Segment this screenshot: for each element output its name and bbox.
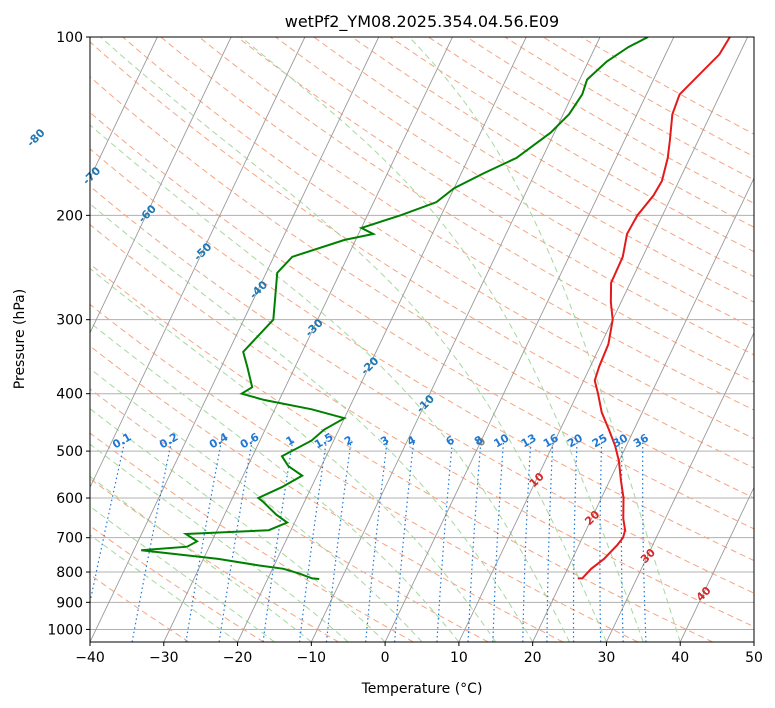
isotherm-line [90,37,380,642]
moist-adiabat-line [90,267,497,642]
dry-adiabat-line [90,525,265,642]
mixing-ratio-line [642,440,647,642]
x-axis: −40 −30 −20 −10 0 10 20 30 40 50 [75,642,763,666]
moist-adiabat-line [90,124,571,642]
isotherm-line [679,486,754,642]
mixing-ratio-line [599,440,603,642]
moist-adiabat-line [90,534,238,642]
moist-adiabat-line [90,443,349,642]
mixing-ratio-line [467,440,482,642]
mixing-ratio-line [620,440,624,642]
mixing-ratio-line [436,440,454,642]
x-tick-label: −40 [75,650,105,666]
dry-adiabat-line [198,37,754,383]
isotherm-line [458,37,748,642]
y-tick-label: 200 [56,208,83,224]
mixing-ratio-line [572,440,578,642]
x-axis-label: Temperature (°C) [361,681,483,697]
y-tick-label: 1000 [47,622,83,638]
dry-adiabat-line [160,37,754,411]
x-tick-label: −10 [297,650,327,666]
y-tick-label: 100 [56,30,83,46]
dry-adiabat-line [90,185,754,594]
x-tick-label: 20 [524,650,542,666]
dry-adiabat-line [466,37,754,204]
dry-adiabat-line [90,345,564,642]
mixing-ratio-line [298,440,327,642]
y-axis-label: Pressure (hPa) [12,289,28,389]
x-tick-label: −20 [223,650,253,666]
series-lines [141,37,731,581]
y-tick-label: 600 [56,491,83,507]
dry-adiabat-line [122,37,754,440]
isotherm-line [90,37,158,180]
isotherm-line [90,37,306,489]
moist-adiabat-line [90,408,386,642]
moist-adiabat-line [100,37,607,642]
chart-title: wetPf2_YM08.2025.354.04.56.E09 [285,12,559,32]
x-tick-label: 10 [450,650,468,666]
mixing-ratio-line [546,440,554,642]
moist-adiabats [90,37,681,642]
x-tick-label: 0 [381,650,390,666]
mixing-ratio-line [262,440,294,642]
mixing-ratio-line [492,440,505,642]
y-axis: 100 200 300 400 500 600 700 800 900 1000 [47,30,90,638]
moist-adiabat-line [90,203,534,642]
mixing-ratio-line [131,440,173,642]
moist-adiabat-line [90,321,460,642]
moist-adiabat-line [408,37,681,642]
mixing-ratio-line [394,440,415,642]
x-tick-label: 50 [745,650,763,666]
isotherms [90,37,754,642]
y-tick-label: 400 [56,387,83,403]
isotherm-line [237,37,527,642]
isotherm-line [384,37,675,642]
pressure-gridlines [90,37,754,630]
mixing-ratio-line [365,440,388,642]
isotherm-line [532,177,754,642]
y-tick-label: 900 [56,595,83,611]
dry-adiabat-line [90,223,754,628]
y-tick-label: 300 [56,313,83,329]
dry-adiabat-line [90,41,754,469]
x-tick-label: −30 [149,650,179,666]
dry-adiabat-line [90,111,754,530]
dry-adiabat-line [90,148,754,562]
mixing-ratio-line [90,440,126,606]
moist-adiabat-line [90,368,423,642]
dewpoint-profile-line [141,37,649,581]
temperature-profile-line [577,37,731,580]
plot-frame [89,36,755,643]
x-tick-label: 40 [671,650,689,666]
moist-adiabat-line [90,505,275,642]
dry-adiabat-line [542,37,754,158]
dry-adiabat-line [90,263,713,642]
y-tick-label: 500 [56,444,83,460]
isotherm-line [606,331,754,642]
mixing-ratio-line [325,440,352,642]
isotherm-line [90,37,232,334]
plot-area [90,37,754,642]
isotherm-line [310,37,601,642]
x-tick-label: 30 [598,650,616,666]
dry-adiabat-line [90,388,489,642]
y-tick-label: 700 [56,531,83,547]
moist-adiabat-line [240,37,644,642]
mixing-ratio-line [522,440,532,642]
y-tick-label: 800 [56,565,83,581]
isotherm-line [163,37,453,642]
dry-adiabat-line [504,37,754,181]
